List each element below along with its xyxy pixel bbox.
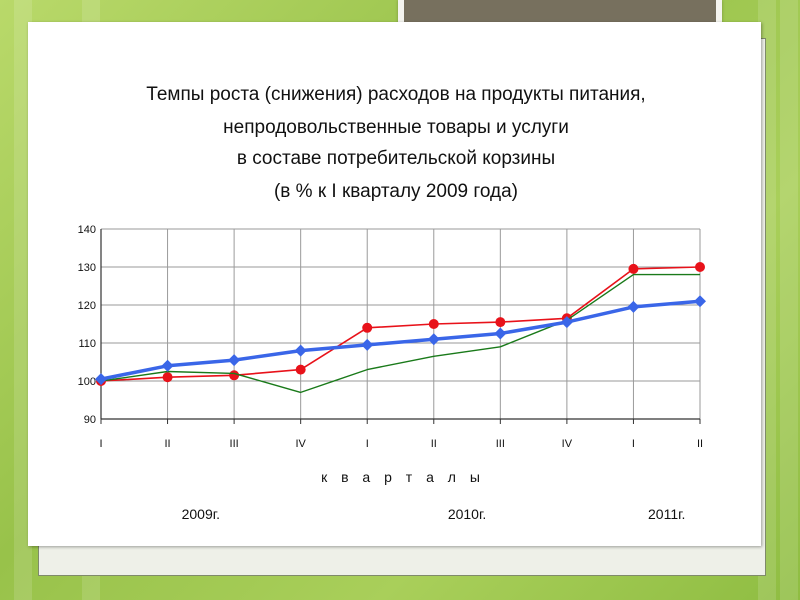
series-line-1 [100, 266, 701, 382]
year-label: 2009г. [182, 506, 220, 522]
x-tick-label: IV [295, 438, 306, 450]
series-line-3 [100, 299, 701, 381]
x-tick-label: IV [562, 438, 573, 450]
slide-content: Темпы роста (снижения) расходов на проду… [28, 22, 761, 546]
x-tick-label: III [496, 438, 505, 450]
data-point-series-3 [228, 354, 241, 367]
data-point-series-1 [162, 372, 173, 383]
chart-axes [100, 229, 701, 424]
y-tick-label: 120 [78, 300, 96, 312]
y-tick-label: 100 [78, 376, 96, 388]
year-label: 2011г. [648, 506, 685, 522]
x-tick-label: III [230, 438, 239, 450]
data-point-series-1 [495, 317, 506, 328]
x-tick-label: II [431, 438, 437, 450]
data-point-series-3 [161, 359, 174, 372]
background-stripe [14, 0, 32, 600]
data-point-series-1 [695, 262, 705, 272]
data-point-series-3 [95, 373, 107, 386]
data-point-series-3 [427, 333, 440, 346]
x-tick-label: II [164, 438, 170, 450]
chart-title-line: Темпы роста (снижения) расходов на проду… [146, 84, 645, 105]
y-tick-label: 90 [84, 414, 96, 426]
data-point-series-3 [560, 316, 573, 329]
data-point-series-1 [229, 370, 240, 381]
year-label: 2010г. [448, 506, 486, 522]
chart-series [95, 262, 706, 394]
data-point-series-1 [628, 263, 639, 274]
chart-title-line: непродовольственные товары и услуги [223, 117, 569, 138]
chart-title-line: в составе потребительской корзины [237, 148, 555, 169]
data-point-series-1 [295, 364, 306, 375]
data-point-series-3 [494, 327, 507, 340]
background-stripe [780, 0, 798, 600]
data-point-series-3 [627, 300, 640, 313]
x-tick-label: I [366, 438, 369, 450]
data-point-series-3 [694, 295, 706, 308]
title-placeholder-bar [404, 0, 716, 23]
x-tick-label: I [99, 438, 102, 450]
x-axis-title: к в а р т а л ы [321, 469, 485, 485]
data-point-series-1 [428, 319, 439, 329]
x-tick-label: I [632, 438, 635, 450]
chart-grid [100, 228, 701, 420]
y-tick-label: 110 [78, 338, 96, 350]
line-chart: Темпы роста (снижения) расходов на проду… [78, 84, 706, 522]
data-point-series-3 [294, 344, 307, 357]
y-tick-label: 140 [78, 224, 96, 236]
x-tick-label: II [697, 438, 703, 450]
data-point-series-3 [361, 338, 374, 351]
chart-title: Темпы роста (снижения) расходов на проду… [146, 84, 645, 202]
y-tick-label: 130 [78, 262, 96, 274]
data-point-series-1 [362, 322, 373, 333]
series-line-2 [100, 273, 700, 394]
chart-subtitle: (в % к I кварталу 2009 года) [274, 181, 518, 202]
